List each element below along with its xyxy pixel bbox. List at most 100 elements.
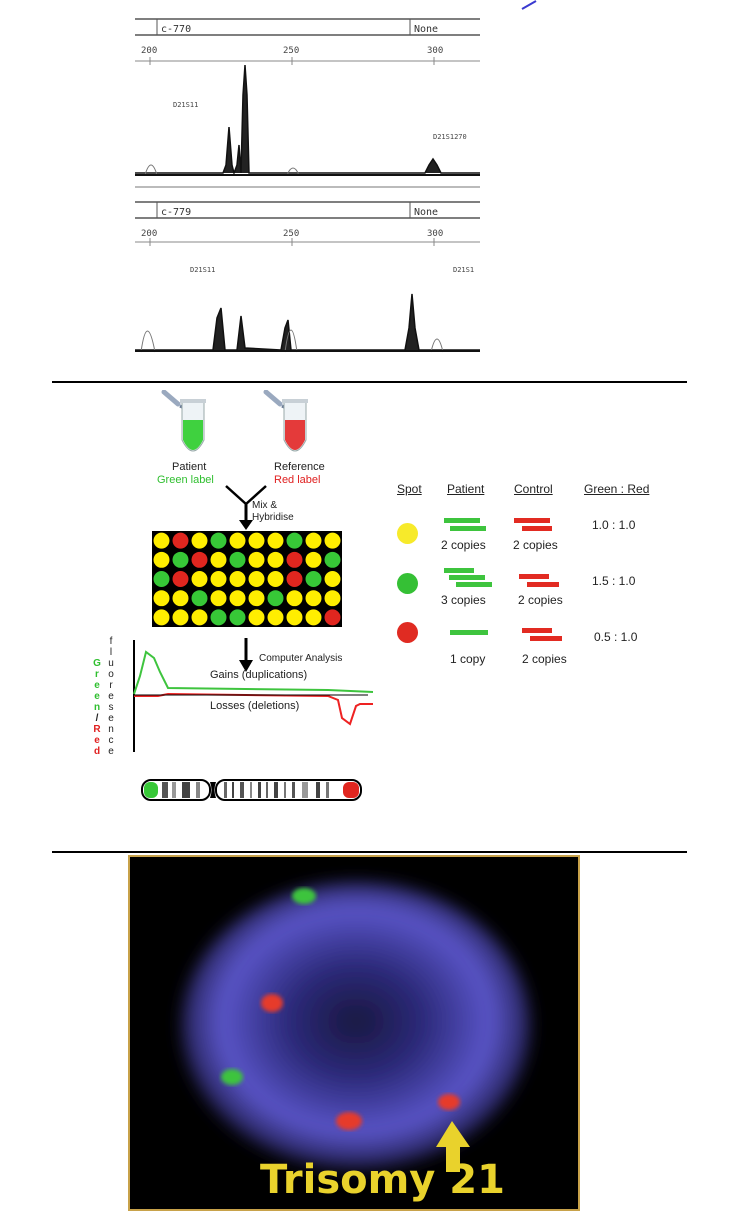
yaxis-letter: / <box>95 713 99 724</box>
yaxis-letter: r <box>109 680 113 691</box>
yaxis-letter: u <box>108 658 114 669</box>
microarray-spot <box>305 571 322 587</box>
electropherogram-1-svg: c-770 None 200 250 300 D21S11 D21S1270 <box>135 18 480 188</box>
yaxis-letter: R <box>93 724 101 735</box>
legend-patient-row3: 1 copy <box>450 652 486 666</box>
microarray-spot <box>229 571 246 587</box>
microarray-spot <box>267 551 284 568</box>
cgh-ratio-plot <box>133 640 374 752</box>
legend-header-control: Control <box>514 482 553 496</box>
microarray-spot <box>286 571 303 587</box>
microarray-spot <box>248 551 265 568</box>
microarray-spot <box>305 590 322 607</box>
tick-300: 300 <box>427 46 443 56</box>
yaxis-letter: e <box>94 691 100 702</box>
yaxis-letter: o <box>108 669 114 680</box>
microarray-spot <box>324 532 341 549</box>
yaxis-letter: l <box>109 647 113 658</box>
microarray-spot <box>267 571 284 587</box>
yaxis-letter: s <box>108 702 114 713</box>
microarray-spot <box>191 609 208 626</box>
yaxis-letter: c <box>108 735 114 746</box>
red-signal-3 <box>438 1094 460 1110</box>
yaxis-letter: f <box>109 636 113 647</box>
microarray-spot <box>153 551 170 568</box>
tick-200-2: 200 <box>141 229 157 239</box>
microarray-spot <box>210 609 227 626</box>
fish-nucleus-svg <box>181 882 531 1172</box>
legend-ratio-row3: 0.5 : 1.0 <box>594 630 638 644</box>
microarray-spot <box>153 609 170 626</box>
fish-caption: Trisomy 21 <box>260 1157 505 1203</box>
microarray-spot <box>229 551 246 568</box>
microarray-spot <box>172 590 189 607</box>
analysis-arrow <box>239 638 253 672</box>
tick-250: 250 <box>283 46 299 56</box>
microarray-spot <box>267 590 284 607</box>
yaxis-letter: r <box>95 669 99 680</box>
yaxis-letter: n <box>108 724 114 735</box>
marker-label-2b: D21S1 <box>453 266 474 274</box>
decorative-arrow-stub <box>521 0 537 10</box>
legend-patient-row1: 2 copies <box>441 538 486 552</box>
status-2: None <box>414 207 438 218</box>
microarray-spot <box>229 532 246 549</box>
microarray-spot <box>267 532 284 549</box>
legend-spot-yellow <box>397 523 418 544</box>
electropherogram-panel-1: c-770 None 200 250 300 D21S11 D21S1270 <box>135 15 480 190</box>
chromosome-ideogram <box>141 779 362 801</box>
mix-label-1: Mix & <box>252 500 277 511</box>
microarray-spot <box>324 590 341 607</box>
analysis-label: Computer Analysis <box>259 653 343 664</box>
section-divider-1 <box>52 381 687 383</box>
sample-id-1: c-770 <box>161 24 191 35</box>
microarray-spot <box>153 571 170 587</box>
microarray-spot <box>172 551 189 568</box>
fish-image: Trisomy 21 <box>128 855 580 1211</box>
reference-tube <box>262 389 322 460</box>
microarray-spot <box>286 590 303 607</box>
legend-header-spot: Spot <box>397 482 422 496</box>
microarray-spot <box>210 551 227 568</box>
patient-title: Patient <box>172 461 207 473</box>
patient-bars-row2 <box>444 568 492 587</box>
microarray-spot <box>229 590 246 607</box>
patient-bars-row1 <box>444 518 486 531</box>
microarray-spot <box>191 532 208 549</box>
marker-label-1a: D21S11 <box>173 101 198 109</box>
gains-label: Gains (duplications) <box>210 669 308 681</box>
patient-tube <box>160 389 220 460</box>
microarray <box>152 531 342 627</box>
electropherogram-panel-2: c-779 None 200 250 300 D21S11 D21S1 <box>135 198 480 360</box>
microarray-spot <box>286 609 303 626</box>
microarray-spot <box>210 571 227 587</box>
control-bars-row1 <box>514 518 552 531</box>
microarray-spot <box>248 571 265 587</box>
pipette-green-icon <box>161 389 206 452</box>
yaxis-letter: G <box>93 658 101 669</box>
microarray-spot <box>191 551 208 568</box>
legend-patient-row2: 3 copies <box>441 593 486 607</box>
losses-label: Losses (deletions) <box>210 700 300 712</box>
red-signal-1 <box>261 994 283 1012</box>
legend-ratio-row1: 1.0 : 1.0 <box>592 518 636 532</box>
reference-label: Red label <box>274 474 321 486</box>
red-signal-2 <box>336 1112 362 1130</box>
tick-250-2: 250 <box>283 229 299 239</box>
yaxis-letter: e <box>108 746 114 757</box>
legend-header-ratio: Green : Red <box>584 482 650 496</box>
microarray-spot <box>248 532 265 549</box>
legend-ratio-row2: 1.5 : 1.0 <box>592 574 636 588</box>
green-signal-2 <box>221 1069 243 1085</box>
microarray-spot <box>153 590 170 607</box>
microarray-spot <box>324 571 341 587</box>
microarray-spot <box>210 532 227 549</box>
mix-label-2: Hybridise <box>252 512 294 523</box>
section-divider-2 <box>52 851 687 853</box>
microarray-spot <box>286 551 303 568</box>
yaxis-letter: d <box>93 746 101 757</box>
legend-control-row2: 2 copies <box>518 593 563 607</box>
microarray-spot <box>305 551 322 568</box>
microarray-spot <box>172 571 189 587</box>
microarray-spot <box>324 609 341 626</box>
